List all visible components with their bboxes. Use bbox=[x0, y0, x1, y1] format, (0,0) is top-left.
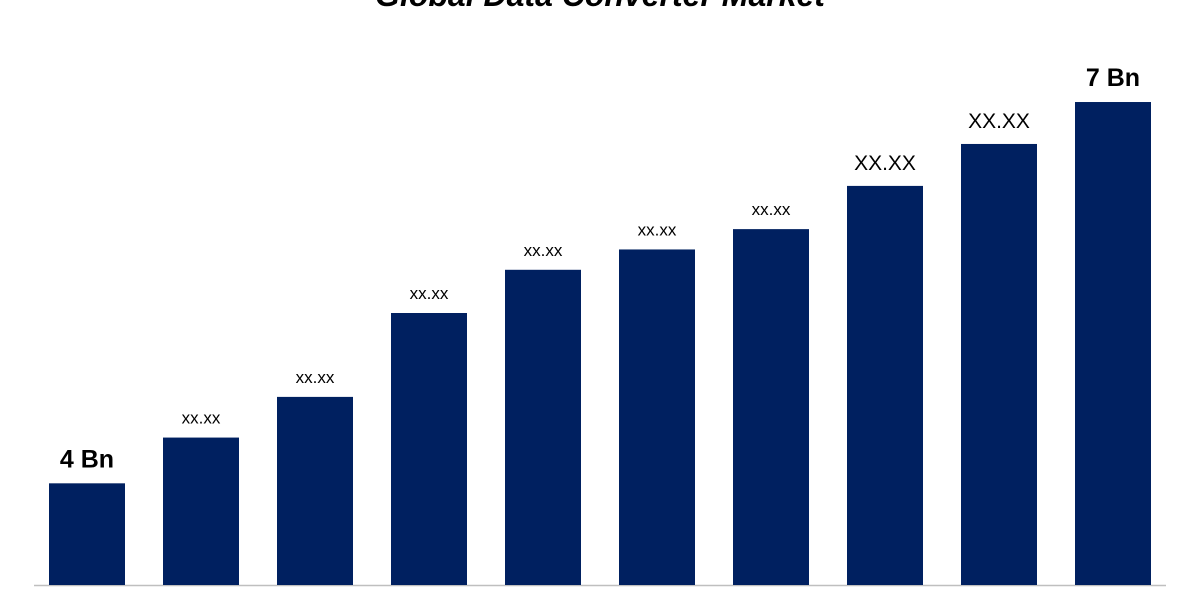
value-label: XX.XX bbox=[854, 152, 916, 175]
bar bbox=[1075, 102, 1151, 586]
bar bbox=[163, 437, 239, 585]
bar bbox=[619, 249, 695, 585]
value-label: xx.xx bbox=[524, 241, 563, 260]
value-label: xx.xx bbox=[296, 368, 335, 387]
chart-title: Global Data Converter Market bbox=[375, 0, 826, 13]
bar bbox=[847, 185, 923, 585]
bar bbox=[391, 313, 467, 585]
value-label: 4 Bn bbox=[60, 445, 114, 473]
bar bbox=[961, 143, 1037, 585]
value-label: 7 Bn bbox=[1086, 64, 1140, 92]
value-label: xx.xx bbox=[638, 220, 677, 239]
value-label: xx.xx bbox=[410, 284, 449, 303]
bar bbox=[733, 229, 809, 585]
bar bbox=[505, 269, 581, 585]
value-label: xx.xx bbox=[752, 200, 791, 219]
bar bbox=[277, 396, 353, 585]
value-label: XX.XX bbox=[968, 110, 1030, 133]
bar bbox=[49, 483, 125, 585]
value-label: xx.xx bbox=[182, 409, 221, 428]
